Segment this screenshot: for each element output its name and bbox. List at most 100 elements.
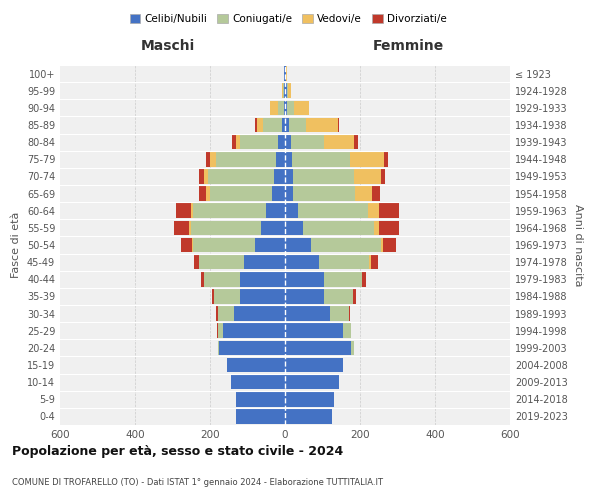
Bar (202, 272, 205, 286)
Bar (257, 118, 263, 132)
Bar (319, 255, 370, 270)
Bar (379, 204, 400, 218)
Bar (285, 289, 325, 304)
Bar (284, 100, 285, 115)
Bar (210, 186, 272, 201)
Bar (343, 324, 350, 338)
Bar (203, 169, 208, 184)
Bar (372, 186, 380, 201)
Bar (275, 152, 285, 166)
Bar (215, 152, 275, 166)
Bar (282, 118, 285, 132)
Bar (266, 204, 285, 218)
Bar (285, 255, 319, 270)
Bar (325, 272, 362, 286)
Bar (205, 272, 240, 286)
Bar (350, 340, 355, 355)
Bar (263, 118, 282, 132)
Bar (285, 340, 350, 355)
Legend: Celibi/Nubili, Coniugati/e, Vedovi/e, Divorziati/e: Celibi/Nubili, Coniugati/e, Vedovi/e, Di… (125, 10, 451, 29)
Text: Popolazione per età, sesso e stato civile - 2024: Popolazione per età, sesso e stato civil… (12, 445, 343, 458)
Bar (285, 186, 293, 201)
Y-axis label: Anni di nascita: Anni di nascita (573, 204, 583, 286)
Bar (199, 186, 206, 201)
Bar (284, 84, 285, 98)
Bar (218, 340, 220, 355)
Bar (349, 306, 350, 321)
Bar (305, 118, 337, 132)
Bar (217, 324, 218, 338)
Bar (210, 152, 215, 166)
Bar (285, 220, 303, 235)
Bar (240, 272, 285, 286)
Bar (383, 238, 396, 252)
Text: Maschi: Maschi (141, 38, 195, 52)
Bar (190, 220, 191, 235)
Bar (193, 238, 255, 252)
Bar (311, 238, 380, 252)
Bar (383, 152, 388, 166)
Bar (205, 152, 210, 166)
Bar (285, 66, 286, 81)
Bar (240, 135, 277, 150)
Bar (287, 100, 295, 115)
Bar (380, 238, 383, 252)
Bar (379, 220, 400, 235)
Bar (285, 118, 289, 132)
Bar (285, 152, 292, 166)
Bar (350, 152, 383, 166)
Bar (285, 100, 287, 115)
Bar (355, 186, 372, 201)
Bar (285, 409, 332, 424)
Bar (235, 135, 240, 150)
Text: COMUNE DI TROFARELLO (TO) - Dati ISTAT 1° gennaio 2024 - Elaborazione TUTTITALIA: COMUNE DI TROFARELLO (TO) - Dati ISTAT 1… (12, 478, 383, 487)
Bar (330, 306, 349, 321)
Bar (192, 238, 193, 252)
Bar (255, 238, 285, 252)
Bar (293, 169, 355, 184)
Bar (287, 84, 289, 98)
Bar (260, 220, 285, 235)
Bar (283, 84, 284, 98)
Bar (220, 340, 285, 355)
Bar (277, 135, 285, 150)
Bar (194, 255, 199, 270)
Bar (217, 306, 218, 321)
Bar (292, 152, 350, 166)
Bar (271, 100, 278, 115)
Bar (191, 204, 193, 218)
Bar (285, 169, 293, 184)
Bar (193, 204, 266, 218)
Bar (285, 204, 298, 218)
Bar (176, 204, 191, 218)
Bar (175, 220, 190, 235)
Bar (285, 358, 343, 372)
Bar (350, 324, 352, 338)
Bar (230, 375, 285, 390)
Bar (298, 204, 367, 218)
Bar (285, 324, 343, 338)
Bar (367, 204, 379, 218)
Bar (337, 118, 340, 132)
Bar (227, 358, 285, 372)
Bar (289, 84, 292, 98)
Bar (235, 306, 285, 321)
Bar (214, 289, 240, 304)
Bar (244, 255, 285, 270)
Bar (208, 169, 274, 184)
Text: Femmine: Femmine (373, 38, 443, 52)
Bar (284, 66, 285, 81)
Bar (362, 272, 365, 286)
Bar (293, 186, 355, 201)
Bar (325, 289, 353, 304)
Bar (285, 238, 311, 252)
Bar (278, 100, 284, 115)
Bar (181, 238, 192, 252)
Bar (254, 118, 257, 132)
Bar (281, 84, 283, 98)
Bar (285, 306, 330, 321)
Bar (355, 135, 358, 150)
Bar (232, 135, 235, 150)
Y-axis label: Fasce di età: Fasce di età (11, 212, 21, 278)
Bar (236, 409, 285, 424)
